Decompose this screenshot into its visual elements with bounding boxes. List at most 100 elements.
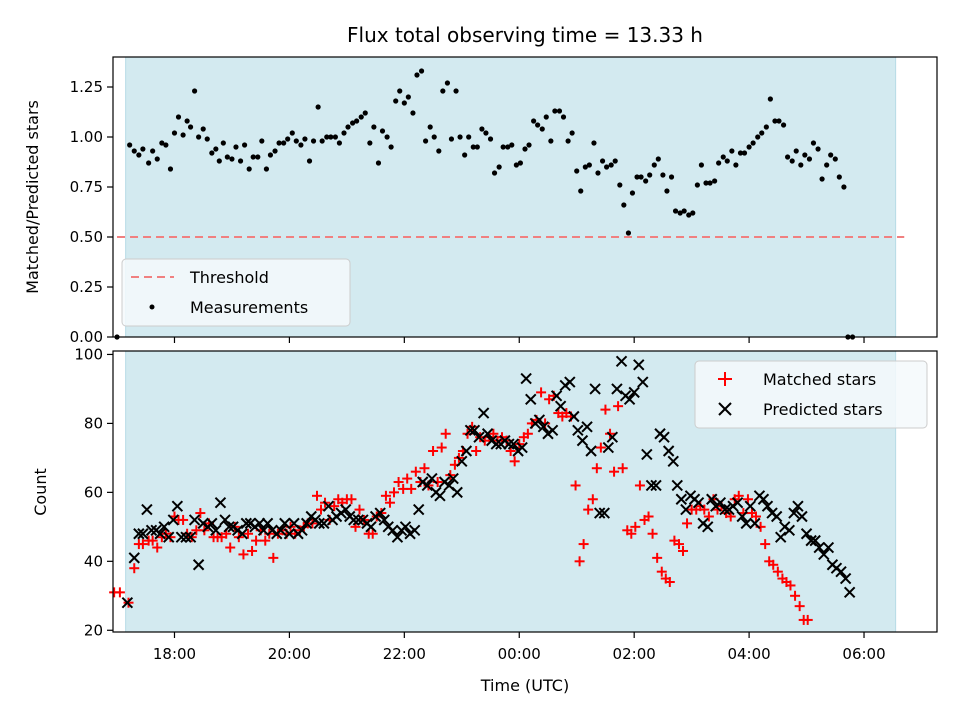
measurement-point bbox=[703, 180, 709, 186]
predicted-point bbox=[145, 524, 158, 536]
measurement-point bbox=[548, 138, 554, 144]
predicted-point bbox=[533, 414, 546, 426]
matched-point bbox=[647, 528, 658, 539]
predicted-point bbox=[554, 400, 567, 412]
matched-point bbox=[388, 487, 399, 498]
predicted-legend-label: Predicted stars bbox=[763, 400, 883, 419]
measurement-point bbox=[367, 140, 373, 146]
predicted-point bbox=[706, 493, 718, 505]
predicted-point bbox=[313, 517, 325, 530]
measurement-point bbox=[418, 68, 425, 74]
predicted-point bbox=[719, 503, 731, 516]
predicted-point bbox=[564, 376, 576, 388]
y-tick-label: 100 bbox=[74, 345, 103, 363]
measurement-point bbox=[332, 134, 338, 140]
matched-point bbox=[238, 549, 249, 560]
measurement-point bbox=[556, 108, 563, 114]
matched-point bbox=[488, 428, 499, 439]
matched-point bbox=[402, 473, 413, 484]
predicted-point bbox=[340, 503, 352, 516]
measurement-point bbox=[668, 174, 675, 180]
measurement-point bbox=[384, 134, 390, 140]
predicted-point bbox=[464, 424, 477, 437]
predicted-point bbox=[606, 431, 619, 443]
measurement-point bbox=[414, 72, 420, 78]
measurement-point bbox=[246, 166, 252, 172]
predicted-point bbox=[623, 393, 636, 405]
predicted-point bbox=[296, 524, 308, 536]
measurement-point bbox=[127, 142, 133, 148]
measurement-point bbox=[694, 182, 700, 188]
matched-legend-label: Matched stars bbox=[763, 370, 876, 389]
measurement-point bbox=[496, 164, 502, 170]
measurement-point bbox=[298, 142, 304, 148]
predicted-point bbox=[257, 524, 270, 536]
matched-legend-marker bbox=[718, 372, 732, 386]
measurement-point bbox=[154, 156, 160, 162]
measurement-point bbox=[767, 96, 773, 102]
measurement-point bbox=[729, 148, 735, 154]
predicted-point bbox=[757, 493, 770, 505]
measurement-point bbox=[354, 118, 360, 124]
predicted-point bbox=[581, 421, 593, 433]
measurement-point bbox=[427, 124, 433, 130]
x-tick-label: 02:00 bbox=[613, 645, 656, 663]
measurement-point bbox=[336, 140, 342, 146]
x-tick-label: 04:00 bbox=[727, 645, 770, 663]
measurement-point bbox=[643, 178, 649, 184]
matched-point bbox=[311, 490, 322, 501]
measurement-point bbox=[617, 182, 623, 188]
matched-point bbox=[609, 466, 620, 477]
predicted-point bbox=[391, 531, 404, 543]
measurement-point bbox=[608, 162, 614, 168]
measurement-point bbox=[462, 152, 468, 158]
measurement-point bbox=[431, 134, 437, 140]
matched-point bbox=[384, 497, 395, 508]
matched-point bbox=[152, 542, 163, 553]
measurement-point bbox=[772, 118, 778, 124]
matched-point bbox=[760, 539, 771, 550]
predicted-point bbox=[818, 548, 830, 561]
measurement-point bbox=[289, 130, 295, 136]
measurement-point bbox=[345, 124, 351, 130]
predicted-point bbox=[210, 524, 222, 536]
matched-point bbox=[733, 490, 744, 501]
measurement-point bbox=[569, 130, 575, 136]
top-legend-box bbox=[121, 258, 351, 327]
measurement-point bbox=[479, 126, 485, 132]
measurement-point bbox=[720, 154, 726, 160]
measurement-point bbox=[448, 136, 455, 142]
measurement-point bbox=[405, 94, 411, 100]
matched-point bbox=[268, 552, 279, 563]
predicted-point bbox=[121, 596, 134, 609]
x-tick-label: 00:00 bbox=[498, 645, 541, 663]
measurement-point bbox=[272, 148, 278, 154]
measurements-legend-label: Measurements bbox=[190, 298, 308, 317]
predicted-point bbox=[434, 490, 446, 502]
measurement-point bbox=[672, 208, 679, 214]
predicted-point bbox=[460, 445, 473, 457]
measurement-point bbox=[180, 132, 186, 138]
matched-point bbox=[225, 542, 236, 553]
measurement-point bbox=[560, 114, 567, 120]
predicted-point bbox=[180, 531, 192, 543]
y-tick-label: 80 bbox=[84, 414, 103, 432]
matched-point bbox=[768, 559, 779, 570]
matched-point bbox=[750, 511, 761, 522]
measurement-point bbox=[233, 144, 239, 150]
matched-point bbox=[147, 535, 158, 546]
measurement-point bbox=[746, 144, 752, 150]
measurement-point bbox=[509, 142, 515, 148]
predicted-point bbox=[568, 410, 580, 423]
matched-point bbox=[725, 511, 736, 522]
predicted-point bbox=[714, 496, 727, 509]
measurement-point bbox=[474, 144, 480, 150]
measurement-point bbox=[755, 134, 761, 140]
predicted-point bbox=[240, 517, 253, 530]
predicted-point bbox=[374, 507, 386, 519]
measurement-point bbox=[621, 202, 627, 208]
predicted-point bbox=[426, 472, 438, 485]
predicted-point bbox=[490, 438, 502, 450]
predicted-point bbox=[843, 586, 856, 599]
predicted-point bbox=[447, 472, 459, 485]
